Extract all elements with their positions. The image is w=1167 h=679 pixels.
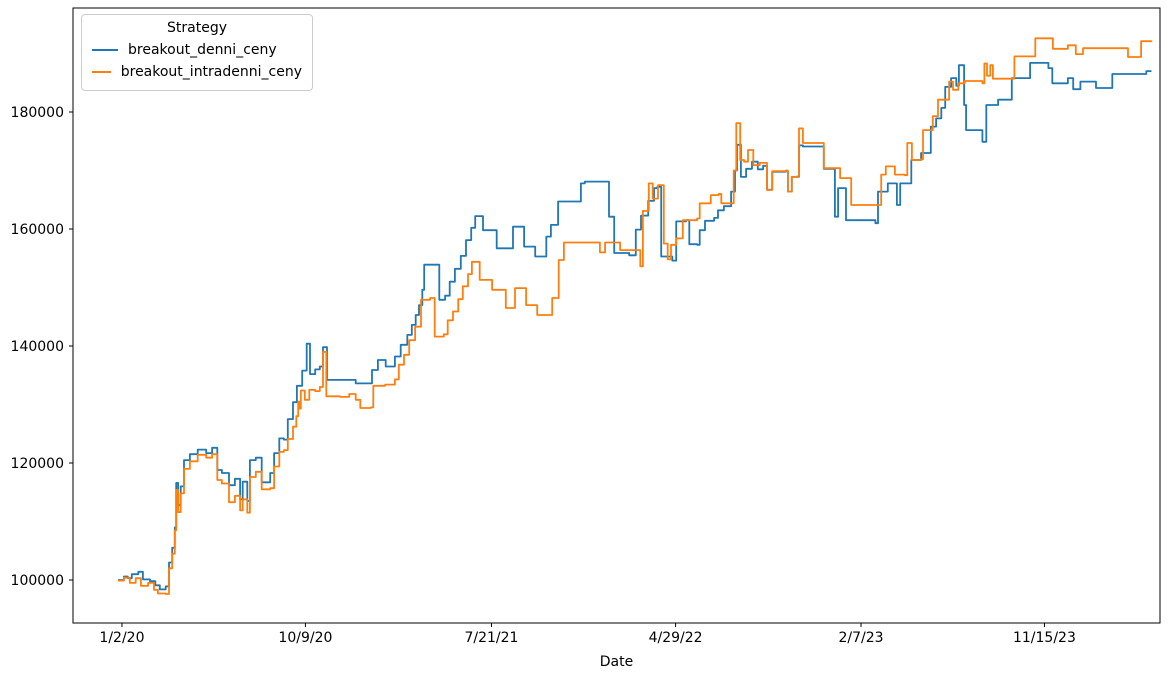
series-line-breakout_denni_ceny (118, 62, 1152, 591)
x-tick-label: 4/29/22 (649, 630, 703, 646)
legend-label-intradenni: breakout_intradenni_ceny (120, 64, 302, 80)
y-tick-label: 100000 (11, 573, 64, 589)
legend-label-denni: breakout_denni_ceny (128, 42, 277, 58)
y-tick-label: 140000 (11, 339, 64, 355)
y-tick-label: 120000 (11, 456, 64, 472)
y-tick-label: 160000 (11, 222, 64, 238)
x-tick-label: 7/21/21 (464, 630, 518, 646)
legend-title: Strategy (167, 20, 227, 36)
plot-frame (72, 7, 1161, 624)
y-tick-label: 180000 (11, 105, 64, 121)
x-tick-label: 2/7/23 (838, 630, 883, 646)
x-tick-label: 10/9/20 (278, 630, 332, 646)
legend: Strategy breakout_denni_ceny breakout_in… (81, 14, 313, 91)
orange-line-swatch-icon (92, 71, 111, 73)
legend-item-intradenni: breakout_intradenni_ceny (92, 61, 302, 83)
x-axis-label: Date (600, 654, 633, 670)
legend-item-denni: breakout_denni_ceny (92, 39, 302, 61)
x-tick-label: 1/2/20 (99, 630, 144, 646)
series-line-breakout_intradenni_ceny (118, 37, 1153, 595)
blue-line-swatch-icon (92, 49, 118, 51)
x-tick-label: 11/15/23 (1013, 630, 1076, 646)
